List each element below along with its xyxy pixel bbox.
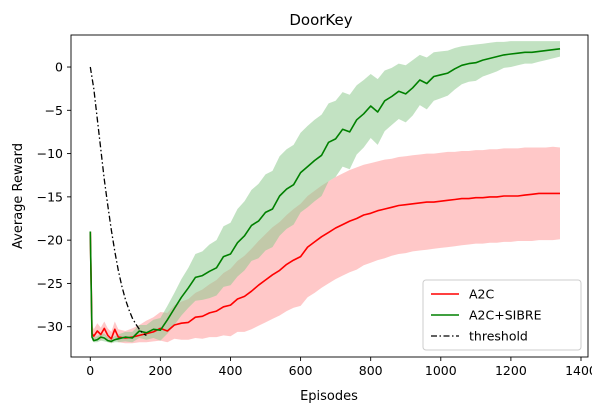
x-tick-label: 1000 (425, 363, 457, 378)
y-axis-ticks: 0 −5 −10 −15 −20 −25 −30 (37, 60, 71, 334)
legend-label: A2C (469, 287, 495, 302)
line-threshold (89, 66, 147, 336)
legend-box (422, 279, 582, 351)
x-axis-label: Episodes (300, 389, 358, 404)
series-lines (89, 48, 561, 343)
plot-frame (70, 34, 589, 358)
y-tick-label: −25 (37, 276, 63, 291)
x-tick-label: 200 (148, 363, 172, 378)
y-tick-label: 0 (55, 60, 63, 75)
legend: A2C A2C+SIBRE threshold (422, 279, 582, 351)
legend-label: A2C+SIBRE (469, 308, 542, 323)
x-tick-label: 600 (289, 363, 313, 378)
y-tick-label: −5 (45, 103, 63, 118)
y-axis-label: Average Reward (11, 143, 26, 249)
y-tick-label: −20 (37, 233, 63, 248)
plot-area (89, 41, 561, 344)
y-tick-label: −30 (37, 319, 63, 334)
chart-title: DoorKey (289, 11, 352, 29)
x-tick-label: 400 (219, 363, 243, 378)
x-tick-label: 1200 (495, 363, 527, 378)
x-tick-label: 0 (86, 363, 94, 378)
y-tick-label: −10 (37, 146, 63, 161)
line-a2c (89, 192, 560, 340)
line-a2c-sibre (89, 48, 561, 343)
confidence-bands (90, 41, 561, 344)
y-tick-label: −15 (37, 189, 63, 204)
legend-label: threshold (469, 329, 528, 344)
band-a2c-sibre (90, 41, 561, 344)
x-tick-label: 800 (359, 363, 383, 378)
